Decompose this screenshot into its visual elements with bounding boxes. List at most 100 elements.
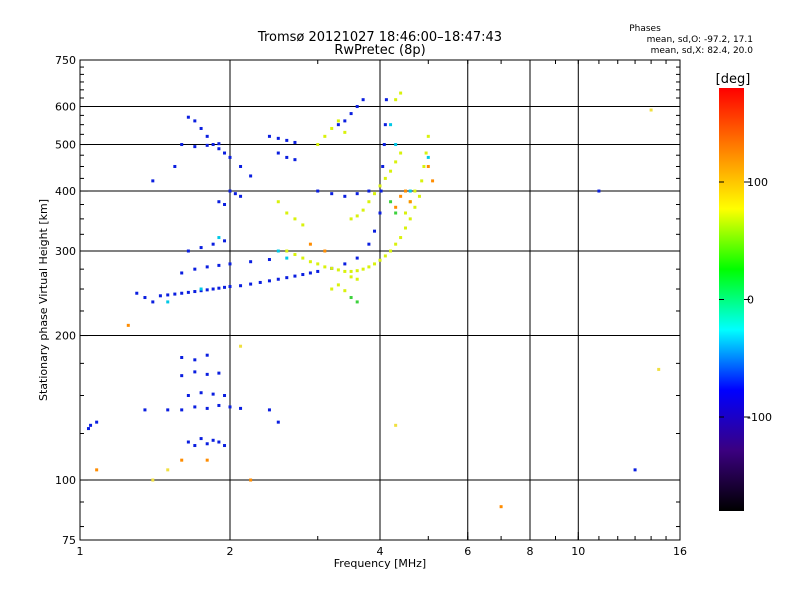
data-point: [301, 273, 305, 277]
x-tick-label: 10: [571, 545, 585, 558]
data-point: [384, 98, 388, 102]
data-point: [367, 265, 371, 269]
data-point: [126, 323, 130, 327]
data-point: [276, 151, 280, 155]
data-point: [158, 294, 162, 298]
data-point: [394, 143, 398, 147]
data-point: [276, 136, 280, 140]
data-point: [336, 283, 340, 287]
data-point: [239, 194, 243, 198]
data-point: [378, 211, 382, 215]
data-point: [228, 405, 232, 409]
data-point: [285, 276, 289, 280]
data-point: [223, 202, 227, 206]
data-point: [205, 458, 209, 462]
data-point: [408, 189, 412, 193]
data-point: [217, 371, 221, 375]
data-point: [249, 282, 253, 286]
colorbar-tick-label: -100: [747, 411, 772, 424]
data-point: [193, 267, 197, 271]
data-point: [223, 151, 227, 155]
data-point: [205, 134, 209, 138]
data-point: [217, 236, 221, 240]
data-point: [199, 391, 203, 395]
data-point: [223, 394, 227, 398]
data-point: [373, 229, 377, 233]
data-point: [205, 442, 209, 446]
data-point: [426, 155, 430, 159]
data-point: [301, 223, 305, 227]
data-point: [394, 423, 398, 427]
data-point: [180, 291, 184, 295]
y-tick-label: 100: [55, 474, 76, 487]
data-point: [355, 300, 359, 304]
data-point: [186, 115, 190, 119]
data-point: [276, 420, 280, 424]
data-point: [343, 262, 347, 266]
data-point: [394, 211, 398, 215]
y-tick-label: 400: [55, 185, 76, 198]
colorbar-ticks: 100 0 -100: [719, 176, 772, 424]
data-point: [355, 256, 359, 260]
data-point: [143, 296, 147, 300]
data-point: [373, 262, 377, 266]
data-point: [211, 242, 215, 246]
data-point: [180, 355, 184, 359]
x-tick-label: 2: [227, 545, 234, 558]
data-point: [205, 143, 209, 147]
data-point: [239, 406, 243, 410]
data-point: [343, 194, 347, 198]
data-point: [349, 296, 353, 300]
data-point: [383, 123, 387, 127]
data-point: [293, 158, 297, 162]
data-point: [211, 438, 215, 442]
y-axis-label: Stationary phase Virtual Height [km]: [37, 199, 50, 401]
data-point: [276, 277, 280, 281]
data-point: [228, 189, 232, 193]
data-point: [316, 143, 320, 147]
data-point: [373, 192, 377, 196]
data-point: [399, 194, 403, 198]
data-point: [361, 208, 365, 212]
x-tick-label: 16: [673, 545, 687, 558]
data-point: [86, 427, 90, 431]
data-point: [378, 258, 382, 262]
data-point: [267, 258, 271, 262]
data-point: [276, 200, 280, 204]
data-point: [308, 242, 312, 246]
data-point: [389, 123, 393, 127]
data-point: [394, 98, 398, 102]
data-point: [355, 214, 359, 218]
data-point: [151, 300, 155, 304]
data-point: [349, 112, 353, 116]
phase-legend-o: mean, sd,O: -97.2, 17.1: [647, 35, 753, 45]
data-point: [394, 242, 398, 246]
y-tick-label: 200: [55, 330, 76, 343]
data-point: [389, 200, 393, 204]
axis-ticks: 1 2 4 6 8 10 16 75 100 200 300 400 500 600 750: [55, 54, 687, 558]
phase-legend-title: Phases: [629, 24, 661, 34]
data-point: [211, 287, 215, 291]
colorbar-label: [deg]: [716, 72, 751, 87]
data-point: [379, 189, 383, 193]
data-point: [193, 119, 197, 123]
data-point: [403, 211, 407, 215]
data-point: [408, 217, 412, 221]
data-point: [413, 205, 417, 209]
y-tick-label: 300: [55, 245, 76, 258]
data-point: [186, 394, 190, 398]
data-point: [293, 274, 297, 278]
data-point: [211, 143, 215, 147]
data-point: [180, 458, 184, 462]
data-point: [361, 267, 365, 271]
colorbar-tick-label: 100: [747, 176, 768, 189]
data-point: [143, 408, 147, 412]
data-point: [316, 262, 320, 266]
data-point: [367, 242, 371, 246]
data-point: [330, 287, 334, 291]
data-point: [223, 444, 227, 448]
data-point: [151, 179, 155, 183]
data-point: [258, 280, 262, 284]
data-point: [217, 403, 221, 407]
data-point: [285, 211, 289, 215]
